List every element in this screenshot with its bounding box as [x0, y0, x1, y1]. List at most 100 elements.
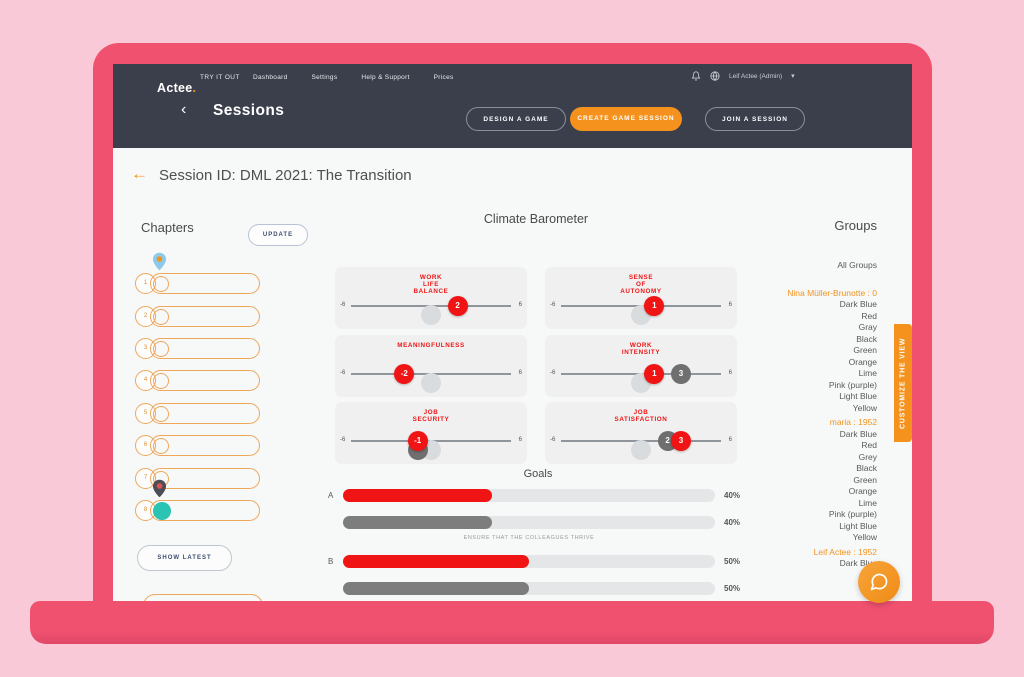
chapter-pill[interactable] — [150, 403, 260, 424]
chapter-progress-circle — [153, 340, 169, 357]
design-a-game-button[interactable]: DESIGN A GAME — [466, 107, 566, 131]
chapter-pill[interactable] — [150, 306, 260, 327]
group-item-orange[interactable]: Orange — [848, 356, 877, 367]
goal-percent-label: 40% — [724, 518, 741, 527]
app-logo[interactable]: Actee. — [157, 81, 196, 95]
top-navbar: Actee. TRY IT OUT Dashboard Settings Help … — [113, 64, 912, 148]
session-title: Session ID: DML 2021: The Transition — [159, 167, 412, 184]
slider-min-label: -6 — [340, 437, 346, 443]
barometer-slider[interactable]: -6 6 -2 — [335, 363, 527, 397]
chapter-row-2[interactable]: 2 — [135, 306, 260, 327]
group-item-green[interactable]: Green — [853, 345, 877, 355]
group-item-grey[interactable]: Grey — [858, 451, 877, 462]
chapter-row-6[interactable]: 6 — [135, 435, 260, 456]
chapter-row-7[interactable]: 7 — [135, 468, 260, 489]
slider-max-label: 6 — [728, 437, 732, 443]
group-item-light-blue[interactable]: Light Blue — [839, 391, 877, 401]
nav-link-help-support[interactable]: Help & Support — [361, 74, 410, 81]
barometer-slider[interactable]: -6 6 3 1 — [545, 363, 737, 397]
chapter-pin-blue-icon — [152, 252, 167, 271]
chapter-row-1[interactable]: 1 — [135, 252, 260, 294]
slider-marker-light[interactable] — [631, 440, 651, 460]
goal-percent-label: 50% — [724, 557, 741, 566]
chapter-pill[interactable] — [150, 500, 260, 521]
slider-marker-red[interactable]: -1 — [407, 431, 428, 451]
create-game-session-button[interactable]: CREATE GAME SESSION — [570, 107, 682, 131]
group-item-red[interactable]: Red — [861, 440, 877, 450]
barometer-slider[interactable]: -6 6 2 3 — [545, 430, 737, 464]
chapter-row-3[interactable]: 3 — [135, 338, 260, 359]
slider-min-label: -6 — [340, 370, 346, 376]
barometer-slider[interactable]: -6 6 -1 — [335, 430, 527, 464]
slider-marker-red[interactable]: 2 — [447, 296, 468, 316]
chapter-row-4[interactable]: 4 — [135, 370, 260, 391]
group-item-maria-1952[interactable]: maria : 1952 — [829, 417, 877, 427]
group-item-black[interactable]: Black — [856, 333, 877, 344]
group-item-orange[interactable]: Orange — [848, 486, 877, 496]
barometer-card-sense-of-autonomy: SENSE OF AUTONOMY -6 6 1 — [545, 267, 737, 329]
slider-max-label: 6 — [518, 370, 522, 376]
customize-the-view-tab[interactable]: CUSTOMIZE THE VIEW — [894, 324, 912, 442]
group-item-leif-actee-1952[interactable]: Leif Actee : 1952 — [813, 546, 877, 557]
group-item-pink-purple[interactable]: Pink (purple) — [828, 509, 877, 519]
group-item-yellow[interactable]: Yellow — [852, 532, 877, 542]
user-menu[interactable]: Leif Actee (Admin) — [729, 72, 783, 80]
join-a-session-button[interactable]: JOIN A SESSION — [705, 107, 805, 131]
nav-link-prices[interactable]: Prices — [433, 74, 454, 81]
barometer-slider[interactable]: -6 6 2 — [335, 295, 527, 329]
group-item-dark-blue[interactable]: Dark Blue — [839, 428, 877, 439]
group-item-dark-blue[interactable]: Dark Blue — [839, 558, 877, 568]
chapter-pill[interactable] — [150, 273, 260, 294]
group-item-grey[interactable]: Grey — [717, 581, 877, 593]
bell-icon[interactable] — [691, 71, 701, 81]
show-latest-button[interactable]: SHOW LATEST — [137, 545, 232, 571]
chapter-pill[interactable] — [150, 435, 260, 456]
group-item-red[interactable]: Red — [861, 310, 877, 321]
chapter-progress-circle — [153, 437, 169, 454]
slider-min-label: -6 — [550, 437, 556, 443]
group-item-pink-purple[interactable]: Pink (purple) — [828, 379, 877, 390]
group-item-all-groups[interactable]: All Groups — [837, 260, 877, 270]
group-item-gray[interactable]: Gray — [858, 322, 877, 332]
group-list: All Groups Nina Müller-Brunotte : 0 Dark B… — [717, 260, 877, 593]
chapter-pill[interactable] — [150, 370, 260, 391]
group-item-yellow[interactable]: Yellow — [852, 402, 877, 413]
barometer-card-title: JOB SECURITY — [412, 409, 450, 424]
slider-marker-red[interactable]: 1 — [644, 364, 665, 384]
goal-bar-fill-red — [343, 555, 529, 568]
chat-button[interactable] — [858, 561, 900, 603]
chat-icon — [869, 572, 889, 592]
slider-max-label: 6 — [728, 370, 732, 376]
slider-marker-dark[interactable]: 3 — [671, 364, 691, 384]
chapter-row-5[interactable]: 5 — [135, 403, 260, 424]
slider-marker-light[interactable] — [421, 373, 441, 393]
group-item-lime[interactable]: Lime — [858, 497, 877, 508]
nav-link-dashboard[interactable]: Dashboard — [253, 74, 288, 81]
group-item-lime[interactable]: Lime — [858, 368, 877, 378]
try-it-out-link[interactable]: TRY IT OUT — [200, 74, 240, 81]
barometer-slider[interactable]: -6 6 1 — [545, 295, 737, 329]
slider-marker-light[interactable] — [421, 305, 441, 325]
slider-max-label: 6 — [518, 437, 522, 443]
group-item-nina-m-ller-brunotte-0[interactable]: Nina Müller-Brunotte : 0 — [787, 287, 877, 298]
slider-marker-red[interactable]: 1 — [644, 296, 665, 316]
group-item-dark-blue[interactable]: Dark Blue — [839, 299, 877, 309]
slider-marker-red[interactable]: 3 — [671, 431, 691, 451]
chapter-pill[interactable] — [150, 338, 260, 359]
goal-caption: ENSURE THAT THE COLLEAGUES THRIVE — [463, 535, 595, 541]
globe-icon[interactable] — [710, 71, 720, 81]
barometer-card-work-intensity: WORK INTENSITY -6 6 3 1 — [545, 335, 737, 397]
chevron-down-icon[interactable]: ▾ — [791, 73, 795, 80]
back-chevron-icon[interactable]: ‹ — [181, 101, 187, 118]
nav-link-settings[interactable]: Settings — [311, 74, 338, 81]
logo-text: Actee — [157, 81, 193, 95]
group-item-light-blue[interactable]: Light Blue — [839, 520, 877, 531]
group-item-green[interactable]: Green — [853, 474, 877, 485]
chapter-row-8[interactable]: 8 — [135, 479, 260, 521]
back-arrow-icon[interactable]: ← — [131, 164, 148, 183]
group-item-red[interactable]: Red — [717, 570, 877, 582]
update-button[interactable]: UPDATE — [248, 224, 308, 246]
chapter-progress-circle — [153, 372, 169, 389]
group-item-black[interactable]: Black — [856, 463, 877, 473]
slider-marker-red[interactable]: -2 — [394, 364, 415, 384]
